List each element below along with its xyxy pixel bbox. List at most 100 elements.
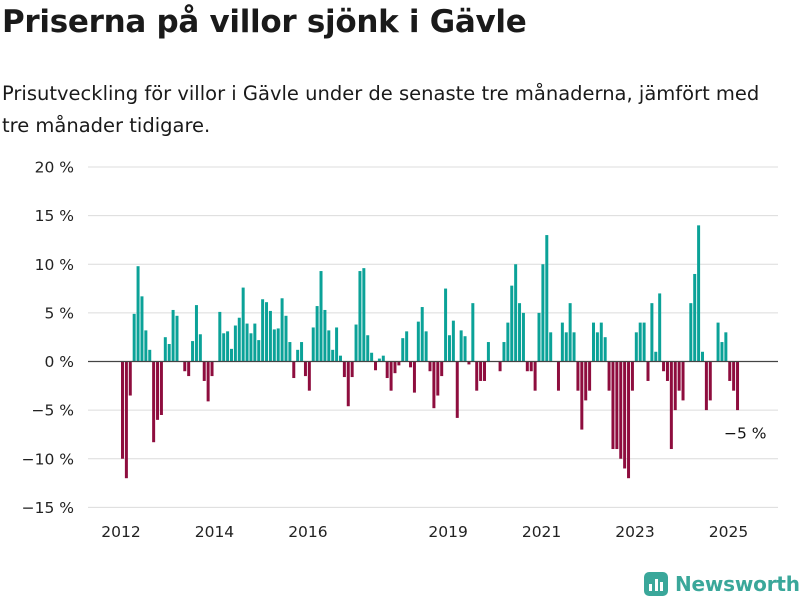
bar xyxy=(346,361,350,407)
bar xyxy=(514,264,518,362)
bar xyxy=(292,361,296,379)
bar xyxy=(654,351,658,362)
x-tick-label: 2023 xyxy=(615,523,654,541)
bar xyxy=(222,333,226,362)
bar xyxy=(319,271,323,362)
bar xyxy=(611,361,615,450)
bar xyxy=(393,361,397,374)
page-title: Priserna på villor sjönk i Gävle xyxy=(2,4,527,40)
x-axis-ticks: 2012 2014 2016 2019 2021 2023 2025 xyxy=(101,523,748,541)
bar xyxy=(171,309,175,362)
bar xyxy=(638,322,642,362)
bar xyxy=(599,322,603,362)
bar xyxy=(307,361,311,391)
grid-lines xyxy=(88,166,778,508)
bar xyxy=(156,361,160,420)
bar xyxy=(525,361,529,372)
bar xyxy=(261,299,265,362)
y-tick-label: 10 % xyxy=(35,256,74,274)
bar xyxy=(455,361,459,418)
bar xyxy=(545,235,549,362)
y-tick-label: 15 % xyxy=(35,207,74,225)
bar xyxy=(724,332,728,362)
bar xyxy=(646,361,650,381)
bar xyxy=(560,322,564,362)
bar xyxy=(428,361,432,372)
bar xyxy=(327,330,331,362)
bar xyxy=(506,322,510,362)
bar xyxy=(268,310,272,362)
bar xyxy=(245,323,249,362)
bar xyxy=(362,268,366,362)
x-tick-label: 2021 xyxy=(522,523,561,541)
bar xyxy=(187,361,191,377)
bar xyxy=(331,349,335,362)
bar xyxy=(148,349,152,362)
bar xyxy=(584,361,588,401)
y-tick-label: 5 % xyxy=(44,304,74,322)
bar xyxy=(700,351,704,362)
bar xyxy=(658,293,662,362)
bar xyxy=(444,288,448,362)
bar xyxy=(237,317,241,362)
bar xyxy=(315,306,319,362)
bar xyxy=(257,340,261,362)
bar xyxy=(463,336,467,362)
bar xyxy=(541,264,545,362)
bar xyxy=(338,355,342,362)
x-tick-label: 2014 xyxy=(195,523,234,541)
bar xyxy=(280,298,284,362)
bar xyxy=(677,361,681,391)
page-subtitle: Prisutveckling för villor i Gävle under … xyxy=(2,82,760,137)
bar xyxy=(673,361,677,411)
bar xyxy=(576,361,580,391)
bar xyxy=(681,361,685,401)
bar xyxy=(432,361,436,409)
bar xyxy=(412,361,416,393)
bar xyxy=(198,334,202,362)
bar xyxy=(634,332,638,362)
bar xyxy=(471,303,475,362)
y-tick-label: −15 % xyxy=(22,499,74,517)
bar xyxy=(588,361,592,391)
bar xyxy=(191,341,195,362)
brand-name: Newsworthy xyxy=(675,572,800,596)
bar xyxy=(354,324,358,362)
last-value-annotation: −5 % xyxy=(724,424,767,442)
bar xyxy=(483,361,487,381)
bar xyxy=(693,273,697,362)
bar xyxy=(342,361,346,378)
bar xyxy=(459,330,463,362)
bar xyxy=(124,361,128,479)
bar xyxy=(728,361,732,381)
bar xyxy=(311,327,315,362)
bar-series xyxy=(121,225,740,479)
bar xyxy=(194,305,198,362)
bar xyxy=(627,361,631,479)
bar xyxy=(272,329,276,362)
bar xyxy=(136,266,140,362)
y-tick-label: −10 % xyxy=(22,450,74,468)
bar xyxy=(708,361,712,401)
bar xyxy=(650,303,654,362)
bar xyxy=(229,348,233,362)
bar xyxy=(556,361,560,391)
y-tick-label: −5 % xyxy=(31,402,74,420)
bar xyxy=(366,335,370,362)
bar xyxy=(689,303,693,362)
bar xyxy=(736,361,740,411)
bar xyxy=(498,361,502,372)
bar xyxy=(595,332,599,362)
bar xyxy=(475,361,479,391)
bar xyxy=(121,361,124,459)
bar xyxy=(233,325,237,362)
bar xyxy=(144,330,148,362)
bar xyxy=(377,358,381,362)
bar xyxy=(732,361,736,391)
bar xyxy=(623,361,627,469)
bar xyxy=(447,335,451,362)
bar xyxy=(630,361,634,391)
bar xyxy=(720,342,724,362)
bar xyxy=(374,361,378,371)
bar xyxy=(249,333,253,362)
